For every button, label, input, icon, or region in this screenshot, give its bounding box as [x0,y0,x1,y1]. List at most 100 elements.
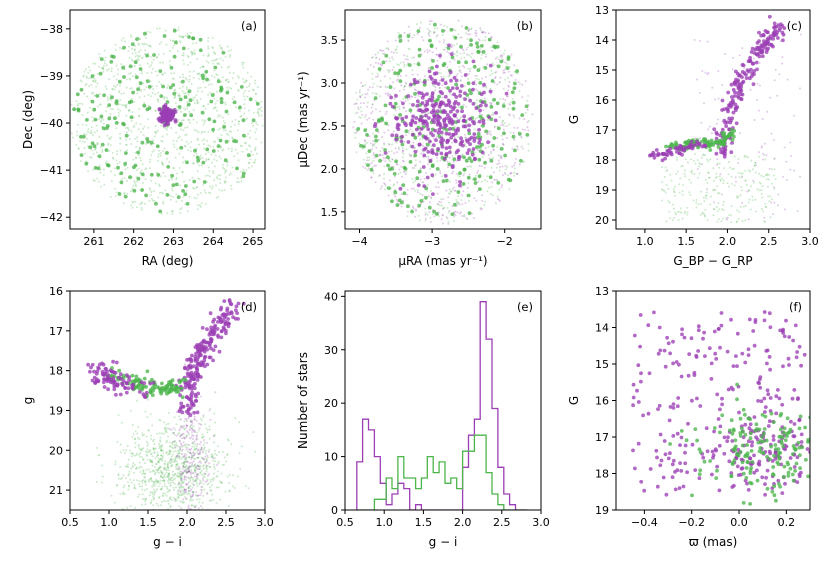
data-point [680,165,683,168]
data-point [217,62,220,65]
data-point [187,89,192,94]
data-point [231,77,234,80]
data-point [253,161,256,164]
data-point [142,458,145,461]
data-point [388,150,390,153]
data-point [402,152,405,155]
data-point [467,29,470,32]
data-point [123,92,126,95]
data-point [764,202,767,205]
data-point [159,154,162,157]
data-point [173,444,176,447]
data-point [456,190,461,195]
data-point [739,92,743,97]
data-point [357,108,360,111]
data-point [224,101,227,104]
data-point [101,67,104,70]
data-point [149,449,152,452]
data-point [702,196,705,199]
data-point [501,184,503,187]
data-point [435,35,438,38]
data-point [213,69,216,72]
data-point [772,186,775,189]
data-point [144,503,147,506]
data-point [91,120,94,123]
data-point [502,142,505,145]
data-point [766,39,770,44]
data-point [513,138,516,141]
data-point [168,453,171,456]
data-point [181,199,183,202]
data-point [224,170,227,172]
data-point [372,140,374,143]
data-point [506,95,508,98]
data-point [184,144,187,147]
data-point [211,455,214,458]
data-point [125,106,128,109]
data-point [173,88,176,91]
data-point [446,160,449,163]
data-point [106,98,109,101]
data-point [468,54,471,57]
data-point [757,39,761,43]
data-point [748,55,752,60]
data-point [694,162,697,165]
data-point [504,91,509,96]
data-point [113,501,116,504]
data-point [363,128,368,133]
data-point [419,78,422,81]
data-point [474,151,477,154]
data-point [182,76,185,79]
data-point [661,166,663,169]
data-point [183,455,186,458]
data-point [174,473,176,476]
data-point [260,114,263,117]
x-tick-label: 3.0 [801,235,819,248]
data-point [183,436,185,439]
data-point [125,143,128,146]
data-point [708,125,711,128]
data-point [355,102,358,105]
y-tick-label: 3.5 [321,34,339,47]
data-point [176,493,179,496]
data-point [515,172,518,175]
data-point [230,188,233,191]
data-point [475,88,477,91]
data-point [153,491,156,494]
x-axis-label: G_BP − G_RP [673,254,752,268]
data-point [147,429,150,432]
data-point [732,56,735,59]
data-point [190,476,192,478]
data-point [123,177,126,180]
data-point [706,40,709,43]
data-point [132,201,135,203]
data-point [218,155,221,158]
data-point [764,158,767,161]
data-point [790,154,793,157]
data-point [213,412,216,415]
data-point [211,127,216,132]
data-point [665,184,668,186]
data-point [199,465,202,468]
data-point [207,482,210,485]
data-point [192,109,195,111]
data-point [446,217,449,220]
data-point [419,199,424,203]
data-point [782,175,784,178]
data-point [181,425,184,428]
data-point [214,102,217,105]
data-point [101,464,104,467]
data-point [124,151,128,156]
data-point [257,114,260,117]
data-point [496,64,501,69]
data-point [189,31,192,34]
data-point [381,136,383,138]
data-point [475,32,478,35]
data-point [486,180,489,183]
data-point [242,61,245,64]
data-point [158,419,161,421]
data-point [118,89,121,92]
data-point [414,179,417,182]
data-point [187,470,190,473]
data-point [171,441,174,444]
